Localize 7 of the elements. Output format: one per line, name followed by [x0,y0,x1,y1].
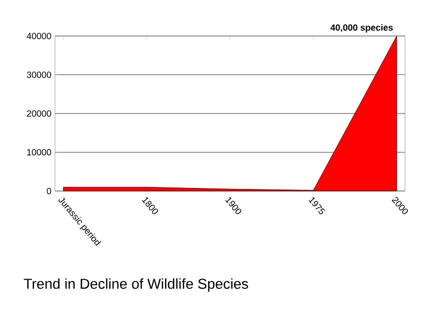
y-tick-label: 0 [46,188,52,194]
text: Trend in Decline of Wildlife Species [24,278,248,292]
y-tick-label: 10000 [27,149,52,156]
annotation: 40,000 species [330,24,393,32]
y-tick-label: 40000 [26,32,52,40]
y-tick-label: 30000 [26,72,52,78]
y-tick-label: 20000 [27,110,52,117]
